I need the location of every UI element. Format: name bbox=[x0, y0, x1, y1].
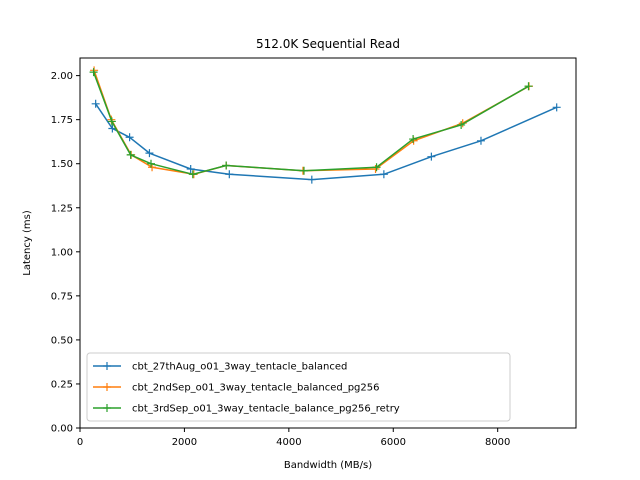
series-layer bbox=[89, 66, 561, 184]
legend-marker bbox=[103, 383, 111, 391]
data-point bbox=[145, 149, 154, 158]
data-point bbox=[476, 136, 485, 145]
legend-label: cbt_3rdSep_o01_3way_tentacle_balance_pg2… bbox=[132, 404, 400, 415]
data-point bbox=[188, 170, 197, 179]
legend: cbt_27thAug_o01_3way_tentacle_balancedcb… bbox=[86, 352, 511, 422]
data-point bbox=[147, 159, 156, 168]
legend-item: cbt_2ndSep_o01_3way_tentacle_balanced_pg… bbox=[93, 383, 379, 394]
legend-label: cbt_2ndSep_o01_3way_tentacle_balanced_pg… bbox=[132, 383, 379, 394]
y-tick-label: 1.75 bbox=[51, 115, 73, 126]
data-point bbox=[379, 170, 388, 179]
legend-item: cbt_3rdSep_o01_3way_tentacle_balance_pg2… bbox=[93, 404, 400, 415]
data-point bbox=[222, 161, 231, 170]
legend-frame bbox=[86, 352, 511, 422]
x-tick-label: 6000 bbox=[381, 437, 406, 448]
data-point bbox=[299, 166, 308, 175]
y-tick-label: 0.00 bbox=[51, 424, 73, 435]
data-point bbox=[409, 135, 418, 144]
x-tick-label: 8000 bbox=[485, 437, 510, 448]
data-point bbox=[186, 165, 195, 173]
data-point bbox=[107, 117, 116, 126]
data-point bbox=[457, 120, 466, 129]
data-point bbox=[225, 170, 234, 179]
data-point bbox=[371, 165, 380, 173]
y-axis-label: Latency (ms) bbox=[22, 210, 33, 276]
data-point bbox=[89, 68, 98, 77]
data-point bbox=[125, 133, 134, 142]
x-tick-label: 2000 bbox=[172, 437, 197, 448]
legend-item: cbt_27thAug_o01_3way_tentacle_balanced bbox=[93, 362, 347, 373]
legend-marker bbox=[103, 362, 111, 370]
y-tick-label: 0.75 bbox=[51, 291, 73, 302]
y-tick-label: 0.25 bbox=[51, 379, 73, 390]
y-tick-label: 2.00 bbox=[51, 71, 73, 82]
axis-ticks: 0 2000 4000 6000 8000 0.00 0.25 0.50 0.75 1.00 1.2… bbox=[51, 71, 511, 448]
chart-title: 512.0K Sequential Read bbox=[256, 37, 400, 51]
series-3 bbox=[89, 68, 533, 179]
legend-label: cbt_27thAug_o01_3way_tentacle_balanced bbox=[132, 362, 347, 373]
data-point bbox=[126, 150, 135, 159]
y-tick-label: 1.50 bbox=[51, 159, 73, 170]
data-point bbox=[307, 175, 316, 184]
data-point bbox=[552, 103, 561, 112]
data-point bbox=[372, 163, 381, 172]
x-axis-label: Bandwidth (MB/s) bbox=[284, 460, 372, 471]
plot-frame bbox=[79, 57, 577, 429]
legend-marker bbox=[103, 404, 111, 412]
data-point bbox=[427, 152, 436, 161]
y-tick-label: 1.00 bbox=[51, 247, 73, 258]
series-1 bbox=[91, 99, 561, 184]
y-tick-label: 0.50 bbox=[51, 335, 73, 346]
data-point bbox=[524, 82, 533, 91]
x-tick-label: 4000 bbox=[276, 437, 301, 448]
x-tick-label: 0 bbox=[77, 437, 83, 448]
y-tick-label: 1.25 bbox=[51, 203, 73, 214]
data-point bbox=[91, 99, 100, 108]
